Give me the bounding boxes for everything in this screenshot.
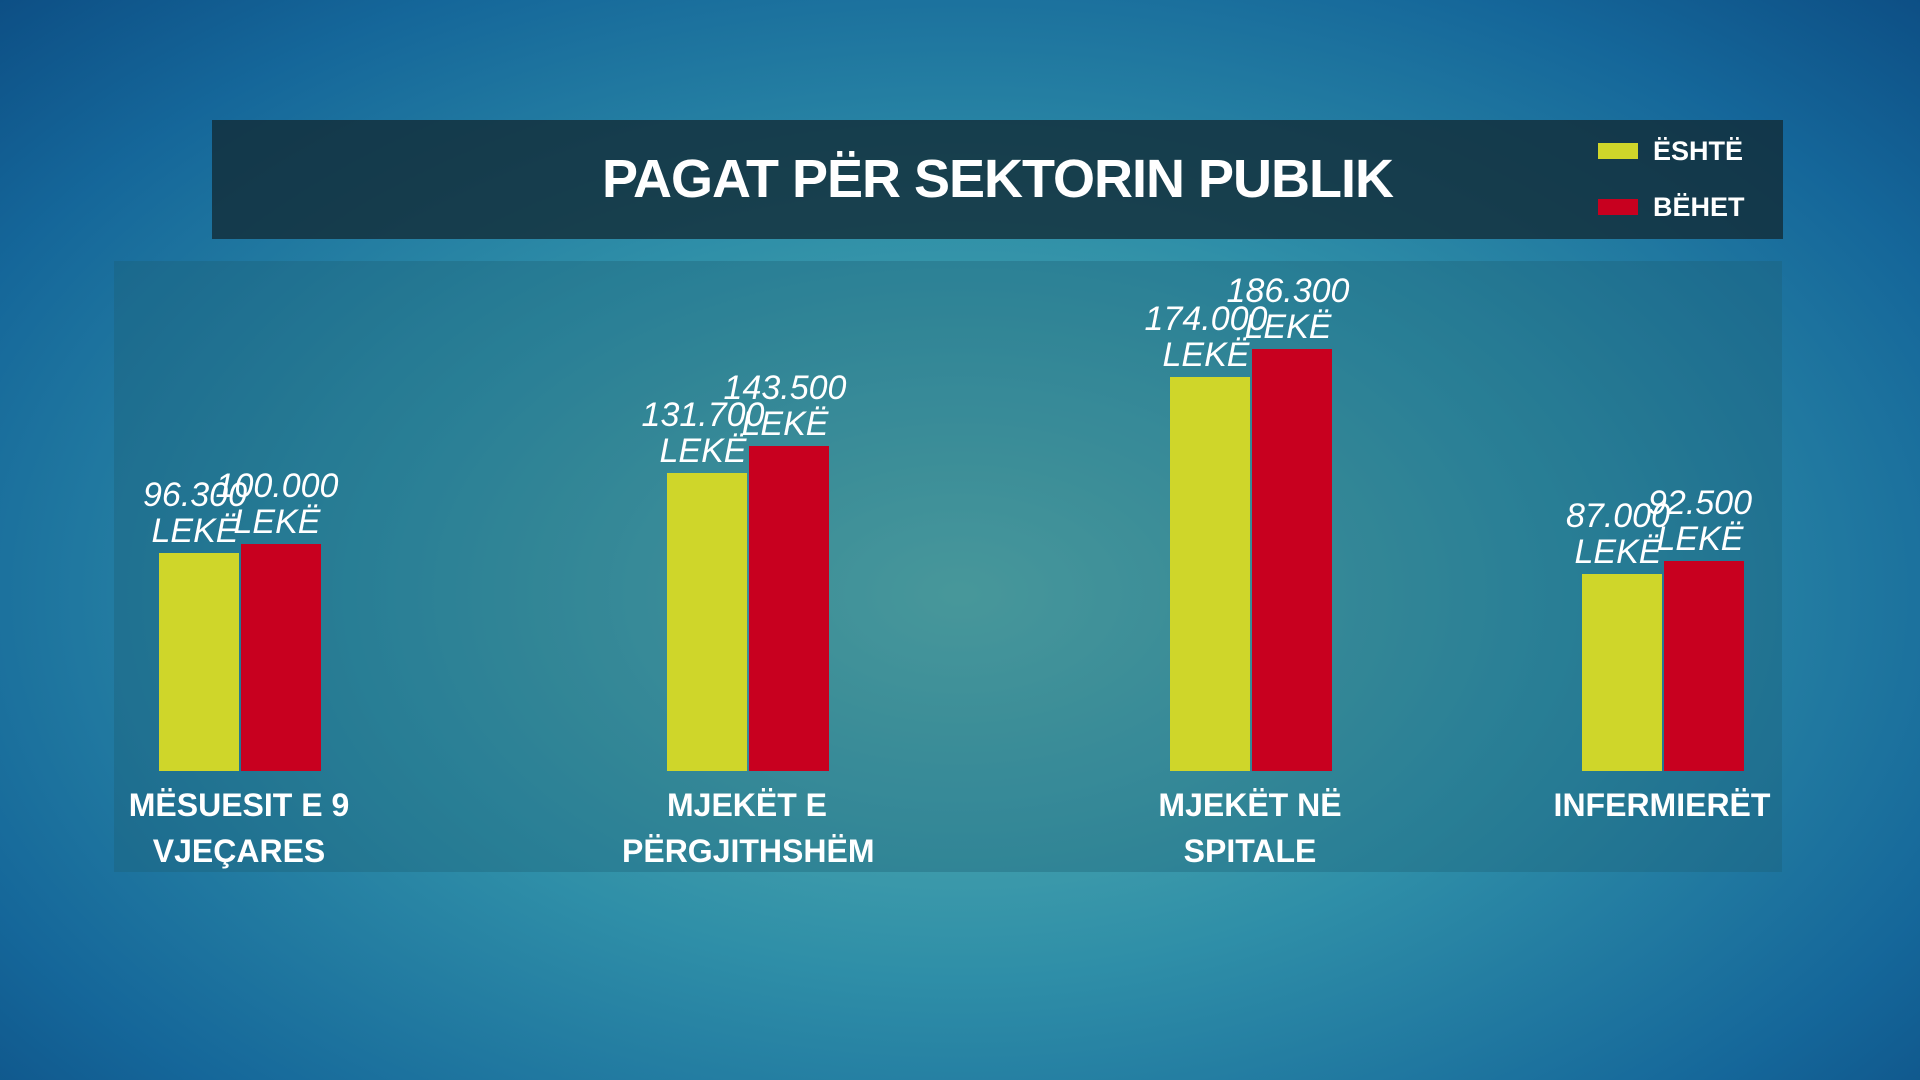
value-label: 186.300 LEKË xyxy=(1226,272,1350,346)
value-label: 143.500 LEKË xyxy=(723,368,847,443)
legend-swatch xyxy=(1598,199,1638,215)
bar xyxy=(1170,376,1250,771)
value-label: 87.000 LEKË xyxy=(1566,496,1670,571)
category-label: INFERMIERËT xyxy=(1553,787,1771,823)
bar xyxy=(1582,573,1662,771)
legend-label: BËHET xyxy=(1653,192,1745,222)
value-label: 96.300 LEKË xyxy=(143,475,247,550)
chart-panel xyxy=(114,261,1782,872)
bar xyxy=(1664,561,1744,771)
value-label: 100.000 LEKË xyxy=(215,467,339,542)
value-label: 92.500 LEKË xyxy=(1648,484,1752,559)
chart-title: PAGAT PËR SEKTORIN PUBLIK xyxy=(601,149,1394,209)
category-label: MJEKËT E PËRGJITHSHËM xyxy=(622,787,875,869)
bar xyxy=(667,472,747,771)
value-label: 131.700 LEKË xyxy=(641,395,765,470)
legend-label: ËSHTË xyxy=(1653,136,1744,166)
category-label: MËSUESIT E 9 VJEÇARES xyxy=(128,787,350,869)
title-bar: PAGAT PËR SEKTORIN PUBLIK xyxy=(212,120,1783,239)
bar xyxy=(749,445,829,771)
bar xyxy=(241,544,321,771)
value-label: 174.000 LEKË xyxy=(1144,299,1268,374)
bar xyxy=(1252,349,1332,771)
legend-swatch xyxy=(1598,143,1638,159)
category-label: MJEKËT NË SPITALE xyxy=(1158,787,1342,869)
bar xyxy=(159,552,239,771)
